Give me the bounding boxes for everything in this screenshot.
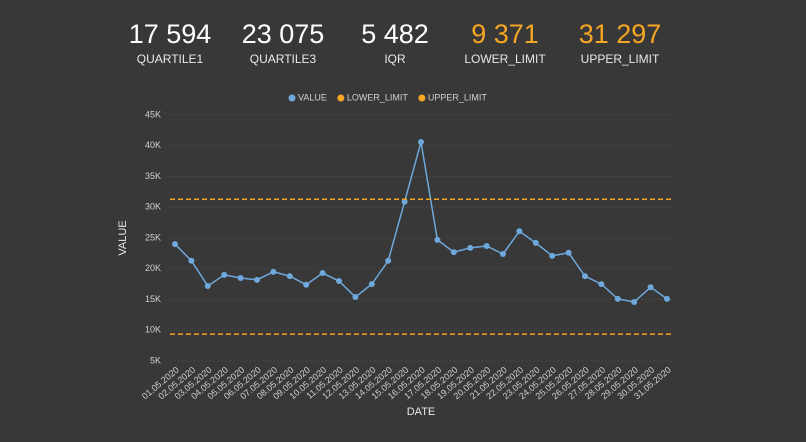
value-point xyxy=(549,252,556,259)
value-point xyxy=(500,250,506,257)
value-point xyxy=(336,278,342,285)
kpi-value: 17 594 xyxy=(129,19,212,49)
value-point xyxy=(204,282,211,289)
y-tick-label: 40K xyxy=(145,140,161,150)
kpi-label: QUARTILE3 xyxy=(250,52,317,66)
y-tick-label: 25K xyxy=(145,232,161,242)
y-tick-label: 10K xyxy=(145,325,161,335)
y-tick-label: 30K xyxy=(145,202,161,212)
value-point xyxy=(434,236,441,243)
y-tick-label: 15K xyxy=(145,294,161,304)
value-point xyxy=(631,298,638,305)
value-point xyxy=(368,281,375,288)
y-tick-label: 20K xyxy=(145,263,161,273)
legend-label: UPPER_LIMIT xyxy=(428,92,488,102)
kpi-value: 5 482 xyxy=(361,19,429,49)
kpi-label: IQR xyxy=(384,52,406,66)
x-axis-title: DATE xyxy=(407,406,436,418)
value-point xyxy=(418,139,424,146)
value-point xyxy=(270,268,277,275)
kpi-label: UPPER_LIMIT xyxy=(581,52,660,66)
kpi-label: QUARTILE1 xyxy=(137,52,204,66)
value-point xyxy=(401,198,408,205)
y-tick-label: 35K xyxy=(145,171,161,181)
kpi-value: 31 297 xyxy=(579,19,662,49)
value-point xyxy=(516,228,523,235)
legend-marker xyxy=(288,94,296,102)
value-point xyxy=(450,249,457,256)
value-point xyxy=(237,274,244,281)
legend-label: LOWER_LIMIT xyxy=(347,92,409,102)
value-point xyxy=(664,295,670,302)
value-point xyxy=(614,295,621,302)
value-point xyxy=(647,284,654,291)
y-tick-label: 45K xyxy=(145,109,161,119)
legend-label: VALUE xyxy=(298,92,327,102)
legend-marker xyxy=(337,94,345,102)
value-point xyxy=(598,281,605,288)
y-tick-label: 5K xyxy=(150,355,161,365)
value-point xyxy=(188,257,195,264)
value-point xyxy=(565,249,572,256)
value-point xyxy=(254,276,260,283)
value-line xyxy=(174,141,668,303)
value-point xyxy=(319,270,326,277)
value-point xyxy=(467,244,474,251)
value-point xyxy=(532,239,539,246)
value-point xyxy=(286,273,293,280)
y-axis-title: VALUE xyxy=(117,220,129,255)
value-point xyxy=(483,242,490,249)
value-point xyxy=(221,271,228,278)
value-point xyxy=(172,241,178,248)
value-point xyxy=(303,281,310,288)
value-point xyxy=(385,257,392,264)
value-point xyxy=(352,294,359,301)
value-point xyxy=(582,273,588,280)
kpi-value: 9 371 xyxy=(471,19,539,49)
kpi-label: LOWER_LIMIT xyxy=(464,52,546,66)
legend-marker xyxy=(418,94,426,102)
kpi-value: 23 075 xyxy=(242,19,325,49)
